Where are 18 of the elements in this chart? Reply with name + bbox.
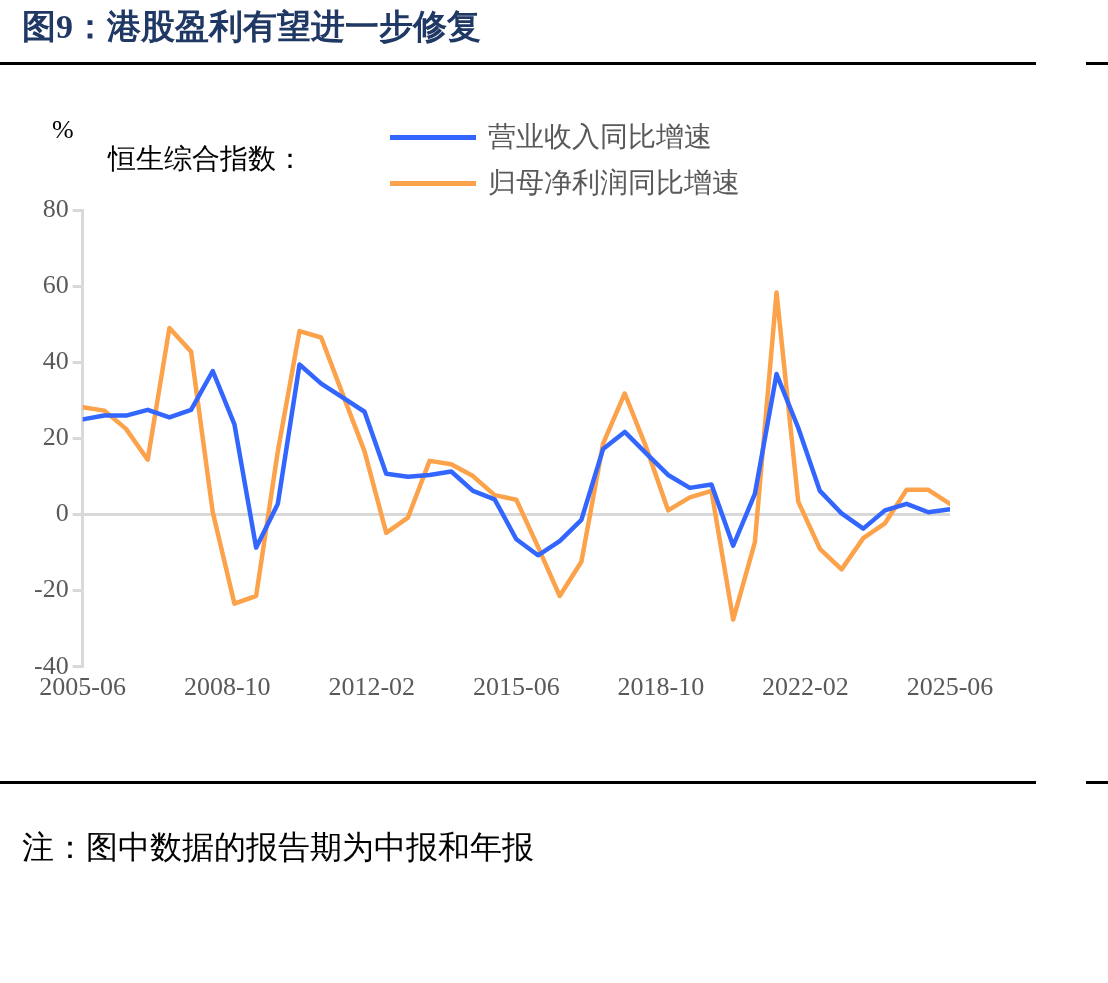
legend-title: 恒生综合指数： bbox=[108, 142, 304, 176]
y-tick-label: 20 bbox=[42, 422, 69, 452]
x-tick-label: 2018-10 bbox=[617, 672, 705, 702]
y-tick-label: 80 bbox=[42, 193, 69, 223]
x-tick-label: 2012-02 bbox=[328, 672, 416, 702]
y-tick-label: -20 bbox=[33, 574, 69, 604]
legend-label: 归母净利润同比增速 bbox=[488, 166, 740, 200]
x-tick-label: 2022-02 bbox=[762, 672, 849, 702]
text: 注：图中数据的报告期为中报和年报 bbox=[22, 828, 534, 867]
y-tick-label: 0 bbox=[55, 498, 69, 528]
chart-title: 图9：港股盈利有望进一步修复 bbox=[22, 7, 481, 47]
y-axis-title: % bbox=[52, 115, 74, 145]
y-tick-label: 60 bbox=[42, 269, 69, 299]
y-tick-label: 40 bbox=[42, 346, 69, 376]
x-tick-label: 2015-06 bbox=[472, 672, 560, 702]
x-tick-label: 2008-10 bbox=[183, 672, 271, 702]
x-tick-label: 2025-06 bbox=[906, 672, 994, 702]
legend-label: 营业收入同比增速 bbox=[488, 120, 712, 154]
